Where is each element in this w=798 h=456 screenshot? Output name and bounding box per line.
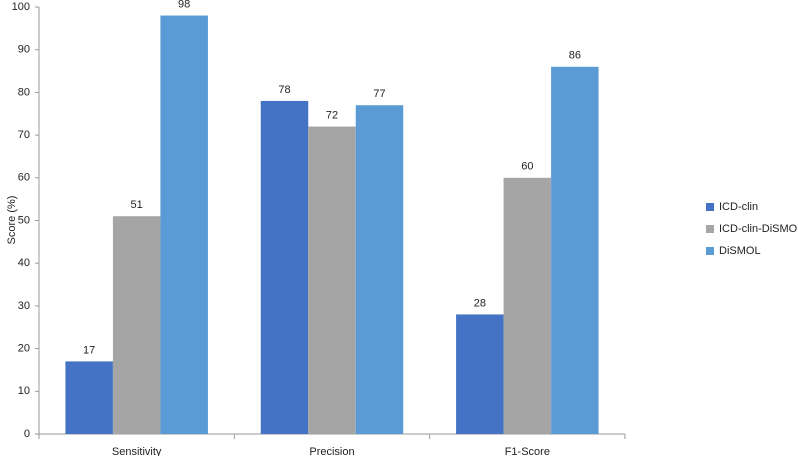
legend-swatch <box>706 225 714 233</box>
bar <box>112 216 161 434</box>
bar <box>551 66 599 434</box>
y-tick-label: 50 <box>18 214 30 226</box>
y-tick-label: 90 <box>18 44 30 56</box>
legend-label: DiSMOL <box>719 245 761 257</box>
bar <box>160 15 208 434</box>
bar <box>503 177 552 435</box>
data-label: 51 <box>131 199 143 211</box>
bar <box>308 126 356 434</box>
data-label: 86 <box>569 50 581 62</box>
y-tick-label: 60 <box>18 172 30 184</box>
bar <box>260 100 309 434</box>
data-label: 98 <box>178 0 190 10</box>
y-tick-label: 20 <box>18 343 30 355</box>
y-tick-label: 100 <box>12 1 30 13</box>
data-label: 60 <box>521 161 533 173</box>
y-tick-label: 10 <box>18 385 30 397</box>
y-tick-label: 80 <box>18 86 30 98</box>
data-label: 72 <box>326 109 338 121</box>
data-label: 77 <box>373 88 385 100</box>
data-label: 17 <box>83 344 95 356</box>
legend-swatch <box>706 203 714 211</box>
bar <box>456 314 504 434</box>
legend-swatch <box>706 247 714 255</box>
x-tick-label: Sensitivity <box>112 446 162 456</box>
y-tick-label: 30 <box>18 300 30 312</box>
x-tick-label: F1-Score <box>505 446 550 456</box>
x-tick-label: Precision <box>309 446 354 456</box>
y-tick-label: 40 <box>18 257 30 269</box>
legend-label: ICD-clin <box>719 201 758 213</box>
bar <box>355 105 404 435</box>
bar <box>65 361 113 434</box>
y-tick-label: 70 <box>18 129 30 141</box>
y-tick-label: 0 <box>24 428 30 440</box>
legend-label: ICD-clin-DiSMOL <box>719 223 798 235</box>
y-axis-label: Score (%) <box>6 196 18 245</box>
data-label: 28 <box>474 297 486 309</box>
data-label: 78 <box>278 84 290 96</box>
